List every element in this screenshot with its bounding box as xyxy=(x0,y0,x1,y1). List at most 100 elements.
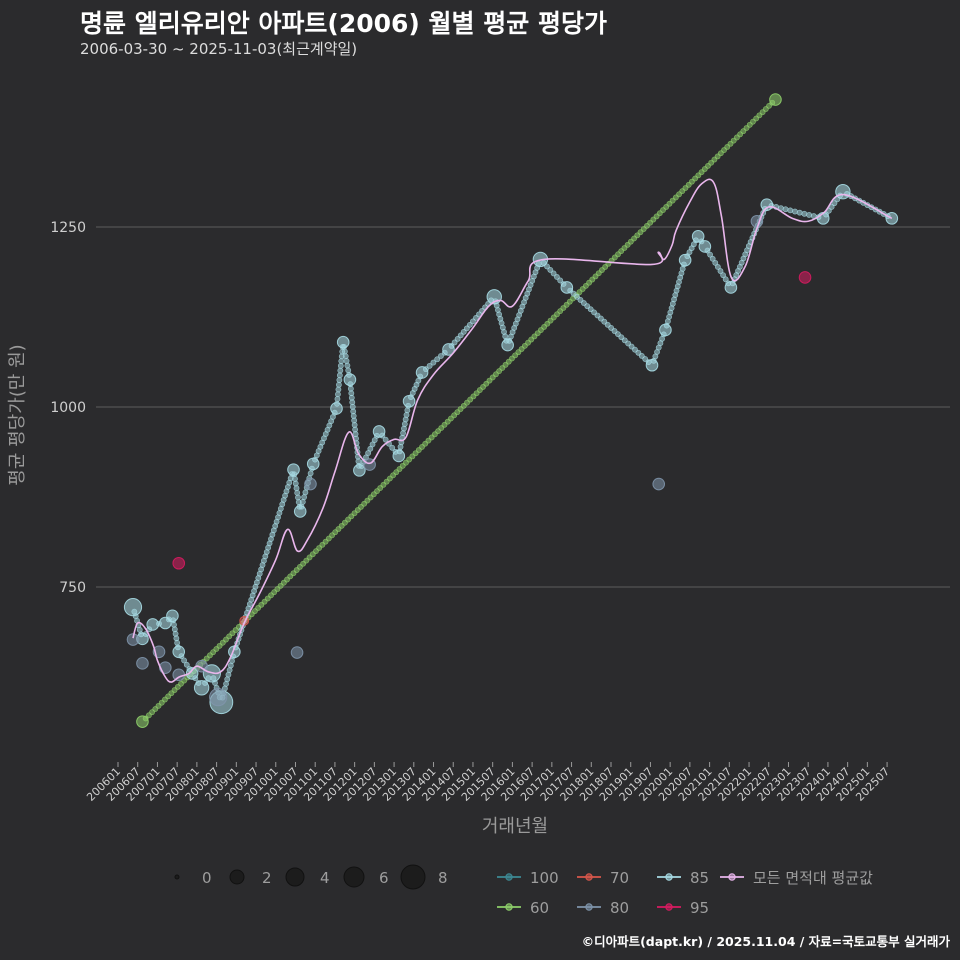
point-area-60 xyxy=(769,93,782,106)
point-area-85 xyxy=(336,335,350,349)
average-line xyxy=(132,178,893,683)
trail-dot-85 xyxy=(344,362,351,369)
point-area-80 xyxy=(304,477,317,491)
trail-dot-85 xyxy=(183,661,190,668)
point-area-85 xyxy=(659,323,672,337)
trail-dot-85 xyxy=(181,657,188,664)
point-area-80 xyxy=(209,688,228,707)
point-area-85 xyxy=(306,457,320,471)
size-legend-label: 6 xyxy=(379,869,389,887)
trail-dot-85 xyxy=(720,272,726,279)
point-area-85 xyxy=(698,240,712,253)
point-area-85 xyxy=(816,212,830,225)
point-area-85 xyxy=(835,184,851,200)
trail-dot-85 xyxy=(831,200,838,207)
trail-dot-85 xyxy=(337,367,344,374)
trail-dot-85 xyxy=(438,353,444,359)
area-legend-label: 60 xyxy=(530,899,549,917)
trail-dot-85 xyxy=(554,274,560,280)
trail-dot-85 xyxy=(382,436,389,443)
trail-dot-85 xyxy=(335,381,342,388)
area-legend-swatch-dot xyxy=(505,903,513,911)
point-area-85 xyxy=(392,449,406,463)
gridlines xyxy=(96,226,950,588)
area-legend-swatch-dot xyxy=(728,873,736,881)
trail-dot-85 xyxy=(722,276,729,283)
trail-dot-85 xyxy=(338,358,345,365)
x-axis-ticks: 2006012006072007012007072008012008072009… xyxy=(84,762,892,804)
area-legend-swatch-dot xyxy=(505,873,513,881)
point-area-85 xyxy=(678,253,692,267)
size-legend-dot xyxy=(229,869,245,885)
trail-dot-85 xyxy=(295,494,301,501)
point-area-85 xyxy=(146,618,160,631)
area-legend-label: 70 xyxy=(610,869,629,887)
size-legend-dot xyxy=(285,867,305,887)
trail-dot-85 xyxy=(544,263,550,270)
area-legend-swatch-dot xyxy=(665,903,673,911)
trail-dot-85 xyxy=(792,208,798,215)
point-area-80 xyxy=(172,668,186,682)
trail-dot-85 xyxy=(557,277,564,284)
size-legend-dot xyxy=(400,864,426,890)
area-legend-label: 80 xyxy=(610,899,629,917)
point-area-95 xyxy=(798,271,812,284)
point-area-85 xyxy=(724,281,738,294)
trail-dot-85 xyxy=(806,212,812,218)
area-legend-swatch-dot xyxy=(585,903,593,911)
point-area-85 xyxy=(287,463,300,476)
trail-dot-85 xyxy=(714,264,721,270)
trail-dot-85 xyxy=(717,268,724,274)
chart-title: 명륜 엘리유리안 아파트(2006) 월별 평균 평당가 xyxy=(80,9,607,38)
point-area-85 xyxy=(172,645,186,659)
area-legend-label: 100 xyxy=(530,869,559,887)
y-tick-label: 750 xyxy=(59,580,86,596)
size-legend-label: 2 xyxy=(262,869,272,887)
area-legend-swatch-dot xyxy=(585,873,593,881)
point-area-85 xyxy=(645,358,659,372)
trail-dot-85 xyxy=(550,270,557,277)
trail-dot-85 xyxy=(712,259,719,266)
point-area-85 xyxy=(442,343,455,356)
size-legend: 0 2 4 6 8 xyxy=(174,864,448,890)
area-legend-label: 모든 면적대 평균값 xyxy=(753,869,873,887)
point-area-80 xyxy=(136,657,149,670)
trail-dot-85 xyxy=(345,367,352,374)
trail-dot-85 xyxy=(787,207,794,214)
point-area-80 xyxy=(652,477,666,491)
point-area-85 xyxy=(185,667,199,680)
trail-dot-85 xyxy=(342,353,349,360)
point-area-85 xyxy=(560,281,574,294)
trail-dot-85 xyxy=(299,498,306,505)
point-area-85 xyxy=(501,338,514,352)
y-axis-title: 평균 평당가(만 원) xyxy=(7,344,28,485)
point-area-85 xyxy=(343,373,357,386)
trail-dot-85 xyxy=(336,377,343,383)
trail-dot-85 xyxy=(292,476,298,482)
trail-dot-85 xyxy=(292,480,299,487)
point-area-95 xyxy=(172,556,186,570)
trail-dot-85 xyxy=(302,489,309,496)
point-area-85 xyxy=(293,505,307,518)
point-area-85 xyxy=(372,425,386,438)
area-legend-label: 85 xyxy=(690,869,709,887)
trail-dot-85 xyxy=(294,489,301,496)
point-area-85 xyxy=(353,464,366,477)
trail-dot-85 xyxy=(707,251,713,258)
size-legend-dot xyxy=(343,866,365,888)
source-credit: ©디아파트(dapt.kr) / 2025.11.04 / 자료=국토교통부 실… xyxy=(581,934,950,949)
point-area-85 xyxy=(193,680,210,696)
y-tick-label: 1250 xyxy=(50,220,86,236)
trail-dot-85 xyxy=(434,356,441,363)
trail-dot-85 xyxy=(341,348,348,355)
point-area-80 xyxy=(126,633,140,646)
size-legend-dot xyxy=(174,874,180,880)
trail-dot-85 xyxy=(782,206,789,213)
point-area-60 xyxy=(136,715,149,728)
point-area-85 xyxy=(691,230,705,243)
area-legend-label: 95 xyxy=(690,899,709,917)
trail-dot-85 xyxy=(343,358,350,364)
trail-dot-85 xyxy=(293,485,300,492)
area-connector-trails xyxy=(131,99,891,722)
